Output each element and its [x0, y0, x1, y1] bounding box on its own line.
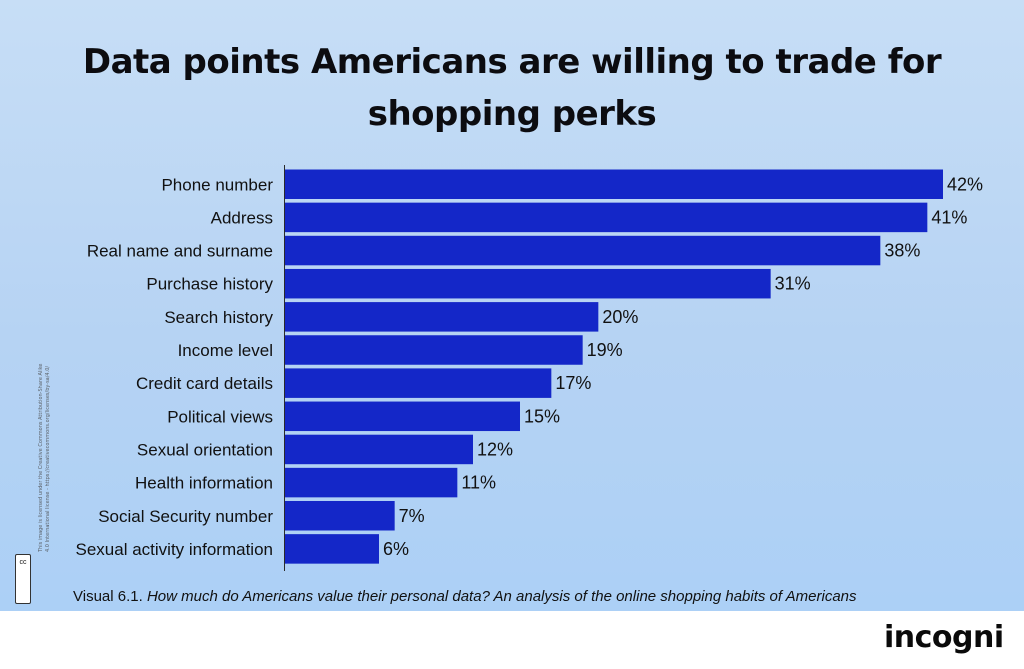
category-label: Sexual orientation — [137, 440, 273, 459]
chart-title: Data points Americans are willing to tra… — [0, 36, 1024, 140]
incogni-logo: incogni — [884, 620, 1004, 655]
bar-credit-card-details — [285, 368, 552, 398]
value-label: 19% — [587, 340, 623, 360]
bar-income-level — [285, 335, 583, 365]
license-notice: This image is licensed under the Creativ… — [12, 322, 51, 604]
cc-badge-label: cc — [19, 559, 27, 566]
bar-social-security-number — [285, 501, 395, 531]
bar-health-information — [285, 467, 458, 498]
value-label: 6% — [383, 539, 409, 559]
bars-group: Phone number 42% Address 41% Real name and s… — [76, 169, 983, 564]
category-label: Credit card details — [136, 374, 273, 393]
license-text: This image is licensed under the Creativ… — [38, 322, 52, 553]
category-label: Real name and surname — [87, 242, 273, 261]
caption-prefix: Visual 6.1. — [73, 588, 147, 605]
bar-address — [285, 202, 928, 233]
value-label: 41% — [931, 207, 967, 227]
value-label: 7% — [399, 506, 425, 526]
category-label: Sexual activity information — [76, 540, 273, 559]
license-line-1: This image is licensed under the Creativ… — [38, 363, 44, 553]
category-label: Health information — [135, 474, 273, 493]
value-label: 20% — [602, 307, 638, 327]
bar-real-name-and-surname — [285, 235, 881, 266]
category-label: Political views — [167, 407, 273, 426]
value-label: 11% — [461, 473, 496, 493]
bar-chart: Phone number 42% Address 41% Real name and s… — [76, 165, 983, 571]
bar-phone-number — [285, 169, 943, 199]
category-label: Search history — [164, 308, 273, 327]
bar-sexual-activity-information — [285, 534, 379, 564]
value-label: 31% — [775, 274, 811, 294]
chart-title-line-1: Data points Americans are willing to tra… — [82, 42, 942, 82]
category-label: Purchase history — [146, 275, 273, 294]
license-line-2: 4.0 International license - https://crea… — [45, 365, 51, 552]
value-label: 42% — [947, 174, 983, 194]
category-label: Phone number — [161, 175, 273, 194]
category-label: Address — [211, 208, 273, 227]
creative-commons-icon: cc — [15, 554, 31, 604]
bar-purchase-history — [285, 268, 771, 299]
bar-political-views — [285, 401, 520, 432]
bar-sexual-orientation — [285, 434, 473, 465]
value-label: 12% — [477, 439, 513, 459]
chart-panel: Data points Americans are willing to tra… — [0, 0, 1024, 611]
category-label: Income level — [178, 341, 273, 360]
figure-caption: Visual 6.1. How much do Americans value … — [73, 588, 1018, 605]
value-label: 15% — [524, 406, 560, 426]
value-label: 38% — [884, 241, 920, 261]
chart-title-line-2: shopping perks — [367, 94, 657, 134]
category-label: Social Security number — [98, 507, 273, 526]
caption-text: How much do Americans value their person… — [146, 588, 857, 605]
bar-search-history — [285, 302, 599, 332]
value-label: 17% — [555, 373, 591, 393]
